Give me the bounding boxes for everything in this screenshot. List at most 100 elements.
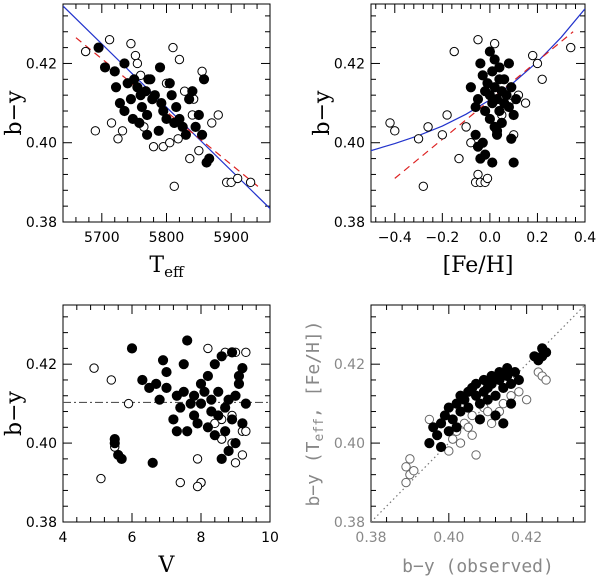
filled-point xyxy=(209,359,220,370)
filled-point xyxy=(166,90,177,101)
filled-point xyxy=(157,355,169,366)
open-point xyxy=(514,387,524,397)
y-axis-title: b−y xyxy=(2,390,27,436)
filled-point xyxy=(503,58,515,69)
open-point xyxy=(168,42,178,53)
open-point xyxy=(409,466,419,476)
x-tick-label: 10 xyxy=(261,530,279,546)
filled-point xyxy=(209,430,220,441)
open-point xyxy=(467,410,477,421)
x-tick-label: 5900 xyxy=(213,230,249,246)
model-line-dotted xyxy=(371,305,585,522)
open-point xyxy=(390,126,400,136)
open-point xyxy=(448,434,458,444)
plot-area xyxy=(371,305,585,522)
open-point xyxy=(467,430,477,440)
open-point xyxy=(424,414,435,425)
y-tick-label: 0.42 xyxy=(334,357,365,373)
filled-point xyxy=(490,410,501,421)
open-point xyxy=(463,422,473,433)
filled-point xyxy=(510,94,522,105)
filled-point xyxy=(463,402,474,413)
open-point xyxy=(230,458,241,468)
filled-point xyxy=(141,109,153,121)
filled-point xyxy=(202,422,213,433)
open-point xyxy=(461,122,471,132)
open-point xyxy=(96,473,106,484)
x-axis-title: b−y (observed) xyxy=(402,556,554,577)
y-tick-label: 0.38 xyxy=(334,515,365,531)
open-point xyxy=(566,42,576,53)
y-axis-title: b−y xyxy=(2,90,27,136)
plot-area xyxy=(63,5,270,209)
filled-point xyxy=(137,374,148,386)
x-tick-label: 0.2 xyxy=(526,230,548,246)
filled-point xyxy=(206,394,217,405)
filled-point xyxy=(505,398,517,409)
x-axis-title: [Fe/H] xyxy=(443,253,514,278)
x-tick-label: 8 xyxy=(197,530,206,546)
filled-point xyxy=(116,453,127,464)
open-point xyxy=(80,46,91,57)
open-point xyxy=(532,58,543,69)
filled-point xyxy=(432,430,443,441)
plot-area xyxy=(371,8,585,192)
filled-point xyxy=(226,347,238,358)
filled-point xyxy=(216,351,227,362)
y-axis-title-tail: , [Fe/H]) xyxy=(303,320,324,418)
filled-point xyxy=(501,90,512,101)
open-point xyxy=(194,145,204,156)
filled-point xyxy=(213,386,224,397)
filled-point xyxy=(220,426,231,437)
filled-point xyxy=(161,366,172,378)
filled-point xyxy=(435,441,447,453)
filled-point xyxy=(151,378,162,390)
model-line-dashed xyxy=(75,37,261,189)
filled-point xyxy=(480,149,491,160)
filled-point xyxy=(506,133,517,144)
y-tick-label: 0.38 xyxy=(26,215,57,231)
filled-point xyxy=(164,78,175,89)
open-point xyxy=(437,130,448,140)
y-tick-label: 0.42 xyxy=(334,56,365,72)
open-point xyxy=(123,398,134,409)
open-point xyxy=(521,394,532,405)
filled-point xyxy=(196,129,208,140)
filled-point xyxy=(237,363,248,374)
filled-point xyxy=(171,101,182,113)
filled-point xyxy=(187,86,198,97)
filled-point xyxy=(119,105,130,117)
model-line-solid xyxy=(371,8,585,152)
open-point xyxy=(185,153,195,164)
open-point xyxy=(418,181,429,192)
filled-point xyxy=(494,62,505,73)
filled-point xyxy=(491,125,503,136)
filled-point xyxy=(508,157,519,168)
filled-point xyxy=(110,82,122,93)
open-point xyxy=(486,418,497,429)
filled-point xyxy=(198,74,210,85)
filled-point xyxy=(154,394,165,405)
filled-point xyxy=(180,129,192,140)
filled-point xyxy=(470,129,481,140)
x-axis-title: V xyxy=(158,553,176,578)
filled-point xyxy=(237,418,248,429)
filled-point xyxy=(506,82,517,93)
open-point xyxy=(401,477,411,488)
filled-point xyxy=(136,101,148,113)
x-axis-title-subscript: eff xyxy=(164,263,185,281)
filled-point xyxy=(503,101,515,113)
open-point xyxy=(192,454,203,464)
filled-point xyxy=(508,109,519,121)
open-point xyxy=(449,46,459,57)
filled-point xyxy=(114,97,126,109)
filled-point xyxy=(109,66,120,77)
y-axis-title: b−y xyxy=(310,90,335,136)
open-point xyxy=(454,153,464,164)
filled-point xyxy=(93,42,104,53)
open-point xyxy=(175,477,186,488)
x-axis-title: Teff xyxy=(149,253,185,281)
open-point xyxy=(489,38,500,49)
open-point xyxy=(482,173,493,184)
filled-point xyxy=(143,74,154,85)
